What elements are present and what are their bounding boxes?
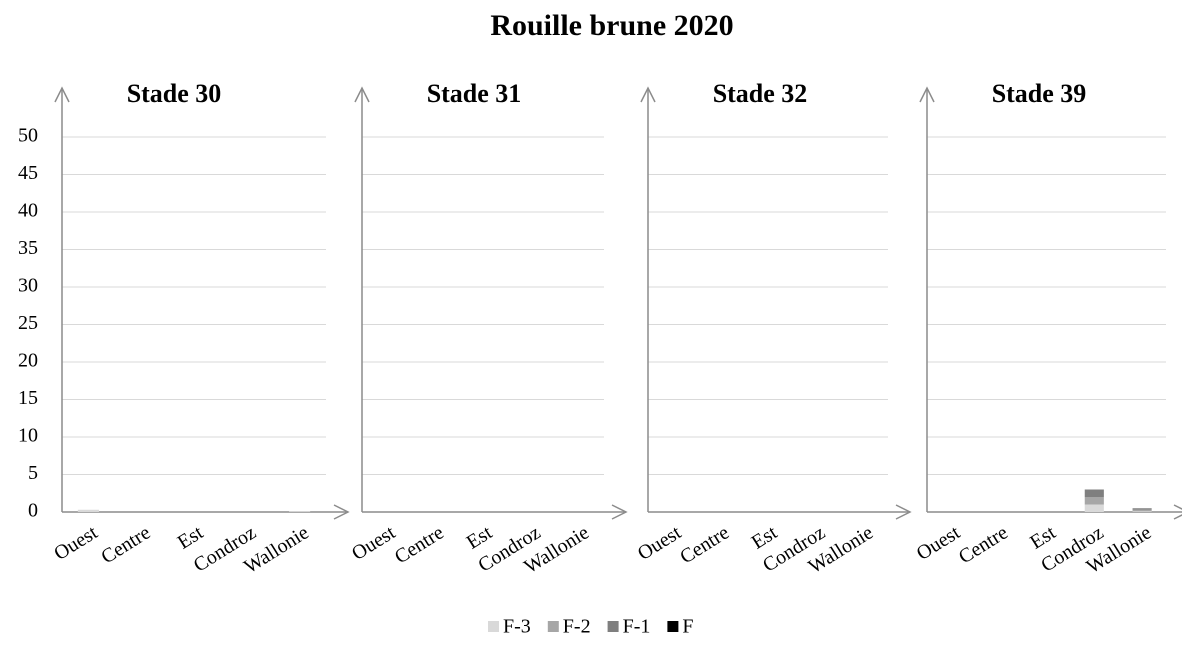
y-tick-label: 40 [18,200,38,222]
x-tick-label: Centre [97,521,154,568]
legend-label: F-2 [563,616,591,638]
y-axis-arrow [640,86,656,103]
legend-label: F [682,616,693,638]
bar-segment [1132,509,1152,512]
legend-swatch [607,621,619,632]
x-axis-arrow [895,504,912,520]
legend-swatch [667,621,679,632]
y-tick-label: 0 [28,500,38,522]
x-tick-label: Est [174,521,208,553]
legend-label: F-1 [623,616,651,638]
y-tick-label: 50 [18,125,38,147]
bar-segment [289,511,311,512]
bar-segment [77,509,99,512]
y-tick-label: 45 [18,162,38,184]
y-tick-label: 5 [28,462,38,484]
y-tick-label: 25 [18,312,38,334]
y-tick-label: 10 [18,425,38,447]
x-tick-label: Ouest [913,521,965,565]
x-axis-arrow [333,504,350,520]
y-axis-arrow [54,86,70,103]
x-tick-label: Ouest [50,521,102,565]
y-axis-arrow [919,86,935,103]
x-tick-label: Ouest [348,521,400,565]
chart-title: Rouille brune 2020 [490,9,733,42]
bar-segment [1084,489,1104,497]
x-tick-label: Ouest [634,521,686,565]
y-tick-label: 20 [18,350,38,372]
x-axis-arrow [1173,504,1182,520]
panel-title: Stade 39 [992,79,1087,108]
bar-segment [1132,508,1152,510]
panel-title: Stade 30 [127,79,222,108]
panel-title: Stade 31 [427,79,522,108]
y-tick-label: 35 [18,237,38,259]
x-axis-arrow [611,504,628,520]
x-tick-label: Centre [676,521,733,568]
x-tick-label: Centre [955,521,1012,568]
bar-segment [1084,504,1104,512]
panel-title: Stade 32 [713,79,808,108]
x-tick-label: Centre [391,521,448,568]
legend-label: F-3 [503,616,531,638]
legend-swatch [547,621,559,632]
bar-segment [1084,497,1104,505]
y-axis-arrow [354,86,370,103]
y-tick-label: 15 [18,387,38,409]
legend-swatch [488,621,499,632]
y-tick-label: 30 [18,275,38,297]
bar-segment [1132,511,1152,512]
